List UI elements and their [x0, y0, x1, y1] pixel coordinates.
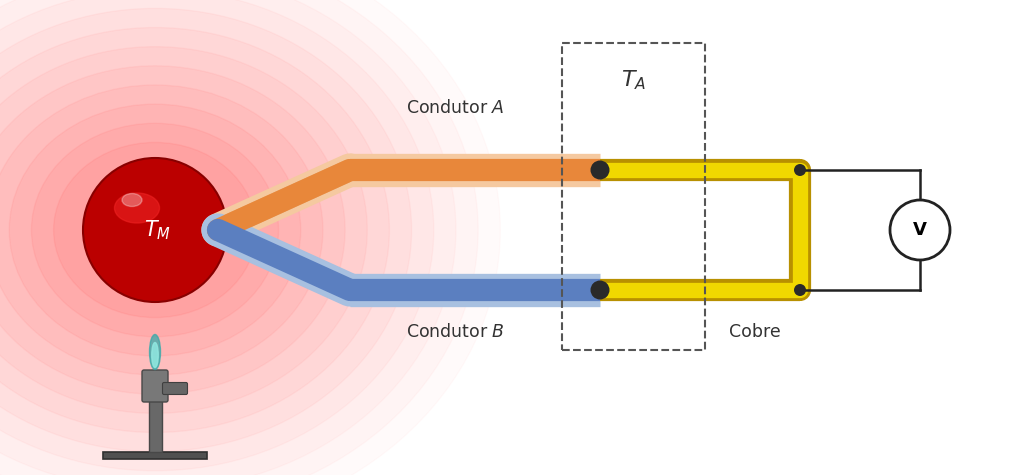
- Ellipse shape: [54, 142, 257, 318]
- Bar: [103, 452, 207, 459]
- Circle shape: [890, 200, 950, 260]
- FancyBboxPatch shape: [142, 370, 168, 402]
- Ellipse shape: [114, 193, 160, 223]
- Ellipse shape: [150, 334, 161, 370]
- Circle shape: [590, 281, 610, 300]
- Text: $T_M$: $T_M$: [144, 218, 170, 242]
- Bar: [149, 400, 162, 452]
- Text: V: V: [913, 221, 927, 239]
- FancyBboxPatch shape: [163, 382, 187, 395]
- Bar: [562, 43, 705, 350]
- Text: Condutor $B$: Condutor $B$: [405, 323, 504, 341]
- Circle shape: [794, 284, 806, 296]
- Text: Condutor $A$: Condutor $A$: [406, 99, 504, 117]
- Ellipse shape: [122, 193, 142, 207]
- Circle shape: [83, 158, 227, 302]
- Circle shape: [794, 164, 806, 176]
- Text: $T_A$: $T_A$: [621, 68, 646, 92]
- Circle shape: [590, 161, 610, 180]
- Ellipse shape: [152, 342, 158, 368]
- Text: Cobre: Cobre: [729, 323, 781, 341]
